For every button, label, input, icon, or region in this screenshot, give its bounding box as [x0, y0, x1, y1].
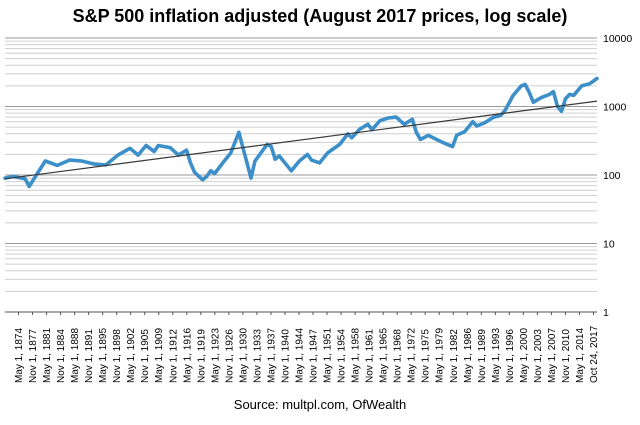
x-tick-label: Nov 1, 2010 [561, 329, 572, 383]
x-tick-label: Nov 1, 1898 [112, 329, 123, 383]
x-tick-label: May 1, 1979 [435, 328, 446, 383]
x-tick-label: May 1, 2007 [547, 328, 558, 383]
x-tick-label: May 1, 1902 [126, 328, 137, 383]
x-tick-label: Nov 1, 1884 [56, 329, 67, 383]
x-tick-label: Nov 1, 1947 [309, 329, 320, 383]
x-tick-label: Nov 1, 1961 [365, 329, 376, 383]
x-tick-label: May 1, 1923 [210, 328, 221, 383]
x-tick-label: May 1, 2000 [519, 328, 530, 383]
y-tick-label: 10000 [603, 33, 632, 45]
x-tick-label: May 1, 1958 [351, 328, 362, 383]
x-tick-label: May 1, 2014 [575, 328, 586, 383]
y-tick-label: 100 [603, 170, 621, 182]
grid-lines [5, 37, 597, 313]
y-tick-label: 1000 [603, 102, 627, 114]
x-tick-label: Nov 1, 2003 [533, 329, 544, 383]
x-tick-label: Nov 1, 1933 [252, 329, 263, 383]
x-tick-label: May 1, 1944 [294, 328, 305, 383]
x-tick-label: Oct 24, 2017 [589, 325, 600, 383]
x-tick-label: Nov 1, 1891 [84, 329, 95, 383]
x-tick-label: May 1, 1951 [323, 328, 334, 383]
y-tick-label: 1 [603, 307, 609, 319]
x-tick-label: Nov 1, 1912 [168, 329, 179, 383]
x-tick-label: Nov 1, 1982 [449, 329, 460, 383]
x-tick-label: Nov 1, 1968 [393, 329, 404, 383]
series-layer [3, 76, 599, 189]
x-tick-label: Nov 1, 1926 [224, 329, 235, 383]
x-tick-label: May 1, 1972 [407, 328, 418, 383]
x-tick-label: Nov 1, 1940 [280, 329, 291, 383]
x-tick-label: May 1, 1986 [463, 328, 474, 383]
x-tick-label: May 1, 1965 [379, 328, 390, 383]
sp500-series-line [3, 76, 599, 189]
x-tick-label: May 1, 1888 [70, 328, 81, 383]
trend-line [4, 100, 598, 180]
x-tick-label: Nov 1, 1877 [28, 329, 39, 383]
x-tick-label: Nov 1, 1919 [196, 329, 207, 383]
x-tick-label: Nov 1, 1975 [421, 329, 432, 383]
x-tick-label: May 1, 1937 [266, 328, 277, 383]
x-tick-label: Nov 1, 1954 [337, 329, 348, 383]
y-axis-ticks: 1 10 100 1000 10000 [603, 33, 632, 319]
chart-title: S&P 500 inflation adjusted (August 2017 … [72, 6, 568, 26]
x-tick-label: May 1, 1930 [238, 328, 249, 383]
x-axis-ticks: May 1, 1874 Nov 1, 1877 May 1, 1881 Nov 1, … [14, 312, 600, 383]
y-tick-label: 10 [603, 239, 615, 251]
x-tick-label: May 1, 1916 [182, 328, 193, 383]
x-tick-label: Nov 1, 1905 [140, 329, 151, 383]
x-tick-label: May 1, 1895 [98, 328, 109, 383]
source-note: Source: multpl.com, OfWealth [233, 397, 407, 412]
x-tick-label: Nov 1, 1996 [505, 329, 516, 383]
x-tick-label: May 1, 1909 [154, 328, 165, 383]
x-tick-label: May 1, 1881 [42, 328, 53, 383]
x-tick-label: May 1, 1874 [14, 328, 25, 383]
x-tick-label: Nov 1, 1989 [477, 329, 488, 383]
x-tick-label: May 1, 1993 [491, 328, 502, 383]
